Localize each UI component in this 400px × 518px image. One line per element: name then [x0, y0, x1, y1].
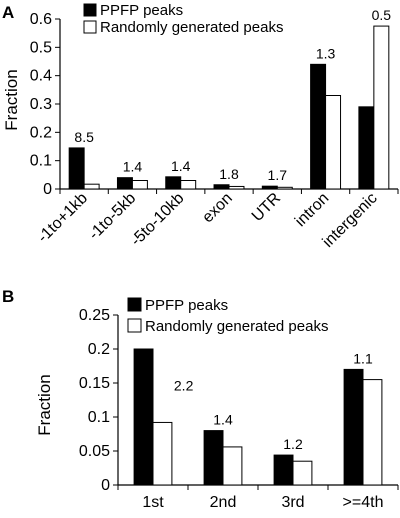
panel-letter: A	[2, 3, 14, 22]
annotations: 8.5 1.4 1.4 1.8 1.7 1.3 0.5	[74, 7, 391, 183]
y-tick-label: 0.1	[30, 153, 52, 170]
bar-ppfp	[273, 454, 294, 486]
legend: PPFP peaks Randomly generated peaks	[83, 2, 283, 36]
y-tick-label: 0.6	[30, 11, 52, 28]
bar-random	[276, 186, 293, 190]
x-category-label: -5to-10kb	[128, 190, 188, 250]
y-tick-label: 0.1	[88, 409, 110, 426]
fold-enrichment-label: 1.1	[353, 350, 373, 366]
y-tick-label: 0	[101, 477, 110, 494]
category-labels: 1st 2nd 3rd >=4th	[142, 494, 383, 511]
legend-swatch-random	[127, 318, 142, 333]
y-axis-label: Fraction	[2, 69, 21, 130]
legend-label-ppfp: PPFP peaks	[100, 2, 183, 19]
bar-random	[83, 183, 100, 190]
x-category-label: 3rd	[281, 494, 304, 511]
bar-ppfp	[68, 147, 85, 190]
legend-swatch-ppfp	[83, 3, 97, 17]
y-tick-label: 0.05	[79, 443, 110, 460]
category-labels: -1to+1kb-1to-5kb-5to-10kb exon UTR intronin…	[35, 190, 381, 251]
legend-swatch-ppfp	[127, 297, 142, 312]
x-category-label: -1to+1kb	[35, 190, 91, 246]
panel-b: B Fraction 0 0.05 0.1 0.15 0.2 0.25 2.2 1.4 1.2…	[2, 287, 399, 511]
x-category-label: UTR	[249, 190, 284, 225]
bar-random	[325, 95, 342, 190]
bar-ppfp	[133, 348, 154, 486]
bar-ppfp	[165, 176, 182, 190]
fold-enrichment-label: 1.4	[213, 412, 233, 428]
bars	[68, 25, 390, 190]
x-category-label: intron	[292, 190, 332, 230]
bar-random	[373, 25, 390, 190]
y-axis-label: Fraction	[35, 374, 54, 435]
y-tick-label: 0.5	[30, 39, 52, 56]
y-tick-label: 0.15	[79, 375, 110, 392]
y-tick-label: 0.4	[30, 68, 52, 85]
y-tick-label: 0	[43, 181, 52, 198]
annotations: 2.2 1.4 1.2 1.1	[174, 350, 373, 452]
axes: 0 0.1 0.2 0.3 0.4 0.5 0.6	[30, 11, 399, 198]
fold-enrichment-label: 1.3	[316, 45, 336, 61]
fold-enrichment-label: 1.4	[123, 159, 143, 175]
fold-enrichment-label: 0.5	[372, 7, 392, 23]
legend-label-ppfp: PPFP peaks	[145, 297, 228, 314]
fold-enrichment-label: 2.2	[174, 378, 194, 394]
bar-ppfp	[261, 185, 278, 190]
fold-enrichment-label: 1.2	[283, 436, 303, 452]
fold-enrichment-label: 1.4	[171, 158, 191, 174]
bar-ppfp	[203, 430, 224, 486]
bar-random	[131, 180, 148, 190]
bar-ppfp	[310, 63, 327, 190]
bar-ppfp	[343, 368, 364, 486]
fold-enrichment-label: 8.5	[74, 129, 94, 145]
y-tick-label: 0.25	[79, 307, 110, 324]
bar-ppfp	[213, 184, 230, 190]
bar-ppfp	[358, 106, 375, 190]
x-category-label: exon	[199, 190, 236, 227]
x-category-label: 2nd	[210, 494, 237, 511]
bar-random	[180, 180, 197, 190]
fold-enrichment-label: 1.7	[268, 167, 288, 183]
panel-a: A Fraction 0 0.1 0.2 0.3 0.4 0.5 0.6 8.5 1.4 1.4…	[2, 2, 399, 251]
y-tick-label: 0.3	[30, 96, 52, 113]
x-category-label: >=4th	[343, 494, 384, 511]
legend-label-random: Randomly generated peaks	[100, 19, 283, 36]
bar-random	[222, 446, 243, 486]
bar-random	[228, 185, 245, 190]
legend: PPFP peaks Randomly generated peaks	[127, 297, 328, 335]
bar-random	[362, 379, 383, 486]
bar-ppfp	[116, 177, 133, 190]
fold-enrichment-label: 1.8	[219, 166, 239, 182]
y-tick-label: 0.2	[88, 341, 110, 358]
legend-swatch-random	[83, 20, 97, 34]
bars	[133, 348, 383, 486]
legend-label-random: Randomly generated peaks	[145, 318, 328, 335]
x-category-label: 1st	[142, 494, 164, 511]
bar-random	[292, 460, 313, 486]
y-tick-label: 0.2	[30, 124, 52, 141]
bar-random	[152, 421, 173, 486]
panel-letter: B	[2, 287, 14, 306]
